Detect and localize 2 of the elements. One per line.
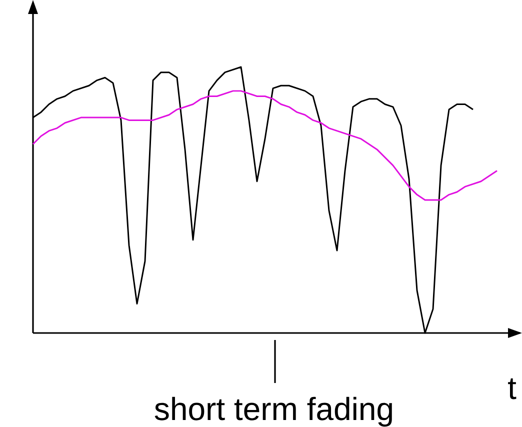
text: short term fading (154, 396, 392, 427)
x-axis-title: t (508, 378, 516, 400)
